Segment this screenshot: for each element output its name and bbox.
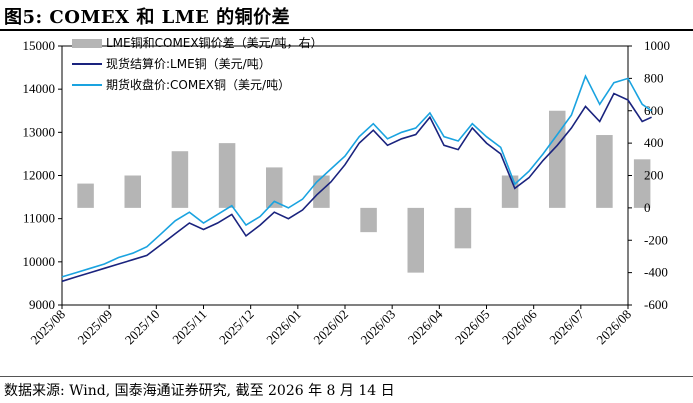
right-tick-label: 1000 [644,38,670,53]
left-tick-label: 13000 [23,124,56,139]
left-tick-label: 11000 [23,211,55,226]
x-tick-label: 2026/01 [263,307,304,348]
spread-bar [265,167,283,208]
right-tick-label: -600 [644,297,668,312]
spread-bar [360,207,377,233]
left-tick-label: 15000 [23,38,56,53]
x-tick-label: 2026/07 [546,306,587,347]
footer-rule [0,376,693,377]
x-tick-label: 2026/03 [358,307,399,348]
title-rule [0,29,693,31]
spread-bar [548,110,566,208]
page-title: 图5: COMEX 和 LME 的铜价差 [4,7,291,28]
x-tick-label: 2026/04 [405,306,446,347]
x-tick-label: 2026/05 [452,307,493,348]
left-tick-label: 12000 [23,168,56,183]
legend-label-comex: 期货收盘价:COMEX铜（美元/吨） [106,77,290,92]
x-tick-label: 2026/08 [593,307,634,348]
title-row: 图5: COMEX 和 LME 的铜价差 [0,0,693,31]
lme-price-line [61,92,652,283]
spread-bar [596,135,613,208]
right-tick-label: 800 [644,70,664,85]
legend: LME铜和COMEX铜价差（美元/吨，右） 现货结算价:LME铜（美元/吨） 期… [72,35,323,92]
left-tick-label: 9000 [29,297,55,312]
legend-swatch-spread [72,39,102,48]
legend-label-lme: 现货结算价:LME铜（美元/吨） [106,56,271,71]
spread-bar [171,151,189,208]
spread-bar [218,143,236,208]
x-tick-label: 2025/08 [27,307,68,348]
spread-bar [454,207,472,249]
x-tick-label: 2026/06 [499,306,540,347]
comex-price-line [61,74,653,278]
spread-bars [77,110,651,273]
spread-bar [124,175,142,208]
right-tick-label: 0 [644,200,651,215]
left-tick-label: 10000 [23,254,56,269]
spread-bar [633,159,651,208]
right-tick-label: -400 [644,265,668,280]
spread-bar [501,175,519,208]
right-tick-label: -200 [644,232,668,247]
x-tick-label: 2025/09 [75,307,116,348]
price-lines [61,74,653,283]
left-tick-label: 14000 [23,81,56,96]
x-tick-label: 2025/11 [169,307,209,347]
x-tick-label: 2025/12 [216,307,257,348]
x-tick-label: 2025/10 [122,307,163,348]
x-tick-label: 2026/02 [310,307,351,348]
spread-bar [407,207,425,273]
legend-label-spread: LME铜和COMEX铜价差（美元/吨，右） [106,35,323,50]
right-tick-label: 400 [644,135,664,150]
right-tick-label: 200 [644,168,664,183]
source-note: 数据来源: Wind, 国泰海通证券研究, 截至 2026 年 8 月 14 日 [4,383,395,399]
right-tick-label: 600 [644,103,664,118]
spread-bar [77,183,94,208]
